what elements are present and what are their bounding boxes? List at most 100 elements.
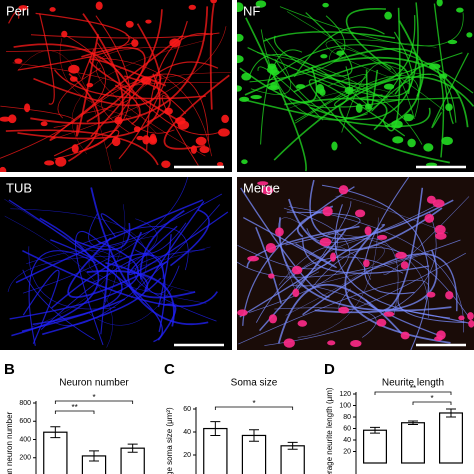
cell-body [239,96,250,102]
cell-body [164,107,173,115]
cell-body [177,120,190,130]
neurite [431,52,469,129]
cell-body [364,226,372,236]
cell-body [44,160,55,166]
neurite [22,269,60,345]
neurite [285,238,399,315]
neurite [51,253,166,332]
significance-label: * [430,394,433,403]
neurite [243,216,337,269]
cell-body [133,126,141,133]
neurite [255,256,404,323]
error-bar [127,443,138,453]
panel-letter: B [4,361,15,378]
cell-body [468,320,474,328]
neurite [161,95,199,166]
cell-body [114,116,123,125]
error-bar [287,441,298,450]
cell-body [363,259,370,268]
neurite [297,217,379,338]
error-bar [50,426,61,439]
cell-body [148,135,158,145]
y-tick-label: 200 [19,455,31,462]
y-tick-label: 400 [19,436,31,443]
neurite [116,61,219,119]
y-tick-label: 40 [343,437,351,444]
cell-body [434,224,446,235]
cell-body [268,314,278,324]
y-tick-label: 40 [183,429,191,436]
neurite [67,237,168,299]
micrograph [237,0,474,172]
cell-body [467,312,474,320]
cell-body [407,138,416,148]
cell-body [247,255,259,262]
cell-body [283,338,295,348]
neurite [341,62,415,133]
chart-title: Neuron number [59,378,129,389]
neurite [279,6,464,47]
y-tick-label: 60 [183,406,191,413]
error-bar [370,426,380,434]
cell-body [447,39,458,45]
neurite [22,249,218,307]
cell-body [384,11,393,20]
significance-bracket [374,391,452,395]
neurite [30,32,220,39]
neurite [288,206,464,333]
neurite [169,209,210,267]
cell-body [439,73,448,79]
neurite [5,129,159,166]
error-bar [249,429,259,442]
cell-body [140,76,152,85]
cell-body [355,209,366,218]
cell-body [466,32,473,38]
neurite [238,279,430,345]
neurite [75,33,99,137]
cell-body [14,58,23,64]
cell-body [331,141,338,151]
neurite [81,46,146,138]
cell-body [435,232,447,240]
micrograph [237,177,474,350]
cell-body [365,103,372,110]
neurite [88,58,179,122]
y-axis-label: Average neurite length (μm) [325,387,334,474]
neurite [38,13,55,105]
cell-body [330,252,337,262]
panel-label: Merge [243,180,280,195]
cell-body [458,315,465,321]
neurite [144,200,205,292]
neurite [74,222,131,251]
neurite [4,198,196,293]
bar [363,429,388,464]
neurite [277,217,300,291]
neurite [274,58,403,119]
neurite [304,15,416,85]
cell-body [265,242,276,253]
cell-body [383,311,395,317]
neurite [364,177,415,295]
neurite [345,8,392,71]
cell-body [195,136,207,146]
neurite [67,73,100,162]
cell-body [275,227,284,237]
cell-body [95,1,103,10]
neurite [247,31,413,97]
cell-body [218,128,230,137]
neurite [338,106,450,164]
cell-body [315,84,325,94]
neurite [306,203,440,244]
cell-body [338,185,349,195]
panel-label: TUB [6,180,32,195]
cell-body [71,144,79,154]
cell-body [18,5,29,11]
cell-body [237,85,242,92]
neurite [82,226,189,271]
neurite [255,226,282,304]
neurite [81,48,95,79]
cell-body [0,116,11,122]
neurite [96,46,206,157]
error-bar [89,450,99,462]
